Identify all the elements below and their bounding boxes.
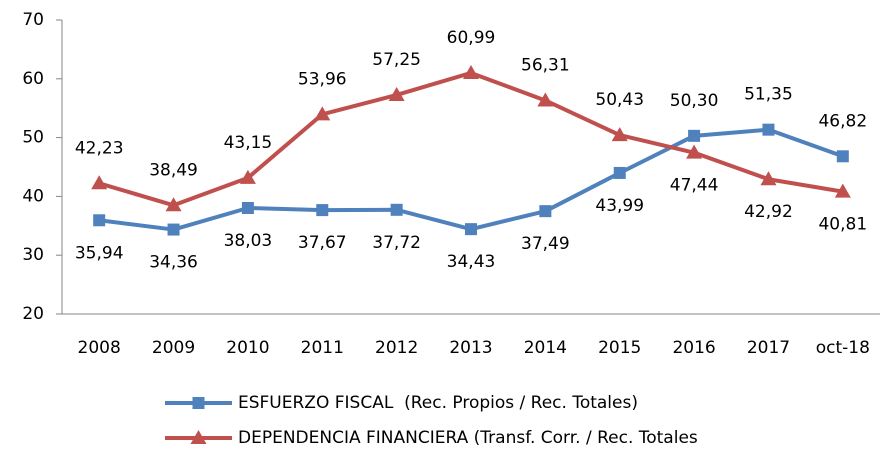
marker: [93, 214, 106, 227]
marker: [314, 106, 331, 121]
legend-label: DEPENDENCIA FINANCIERA (Transf. Corr. / …: [238, 428, 698, 448]
marker: [537, 92, 554, 107]
data-label: 56,31: [521, 55, 570, 75]
x-tick-label: 2011: [301, 338, 344, 358]
data-label: 34,43: [447, 252, 496, 272]
x-tick-label: 2014: [524, 338, 567, 358]
marker: [165, 197, 182, 212]
data-label: 43,15: [224, 133, 273, 153]
data-label: 37,72: [372, 233, 421, 253]
marker: [463, 64, 479, 79]
data-label: 34,36: [149, 253, 198, 273]
x-tick-label: oct-18: [816, 338, 870, 358]
y-tick-label: 60: [22, 69, 44, 89]
x-tick-label: 2010: [226, 338, 269, 358]
marker: [241, 201, 254, 214]
y-tick-label: 70: [22, 10, 44, 30]
data-label: 60,99: [447, 28, 496, 48]
marker: [836, 150, 849, 163]
marker: [611, 127, 628, 142]
y-tick-label: 20: [22, 304, 44, 324]
data-label: 37,67: [298, 233, 347, 253]
data-label: 38,49: [149, 160, 198, 180]
x-tick-label: 2015: [598, 338, 641, 358]
data-label: 46,82: [818, 111, 867, 131]
marker: [190, 430, 207, 444]
marker: [167, 223, 180, 236]
y-tick-label: 50: [22, 128, 44, 148]
x-tick-label: 2008: [78, 338, 121, 358]
marker: [91, 175, 108, 190]
data-label: 42,92: [744, 202, 793, 222]
data-label: 38,03: [224, 231, 273, 251]
x-tick-label: 2017: [747, 338, 790, 358]
legend-label: ESFUERZO FISCAL (Rec. Propios / Rec. Tot…: [238, 393, 638, 413]
marker: [465, 223, 477, 236]
data-label: 43,99: [595, 196, 644, 216]
y-tick-label: 40: [22, 186, 44, 206]
data-label: 42,23: [75, 138, 124, 158]
marker: [390, 203, 403, 216]
marker: [192, 397, 205, 409]
x-tick-label: 2012: [375, 338, 418, 358]
data-label: 50,43: [595, 90, 644, 110]
y-tick-label: 30: [22, 245, 44, 265]
marker: [762, 123, 775, 136]
marker: [834, 183, 851, 198]
data-label: 40,81: [818, 215, 867, 235]
marker: [686, 144, 703, 159]
data-label: 51,35: [744, 85, 793, 105]
marker: [688, 129, 701, 142]
x-tick-label: 2013: [449, 338, 492, 358]
marker: [316, 204, 329, 217]
data-label: 35,94: [75, 243, 124, 263]
data-label: 53,96: [298, 69, 347, 89]
marker: [539, 205, 552, 218]
marker: [613, 166, 626, 179]
data-label: 50,30: [670, 91, 719, 111]
data-label: 37,49: [521, 234, 570, 254]
marker: [388, 86, 405, 101]
data-label: 47,44: [670, 176, 719, 196]
marker: [760, 171, 777, 186]
x-tick-label: 2016: [672, 338, 715, 358]
x-tick-label: 2009: [152, 338, 195, 358]
marker: [239, 169, 256, 184]
data-label: 57,25: [372, 50, 421, 70]
